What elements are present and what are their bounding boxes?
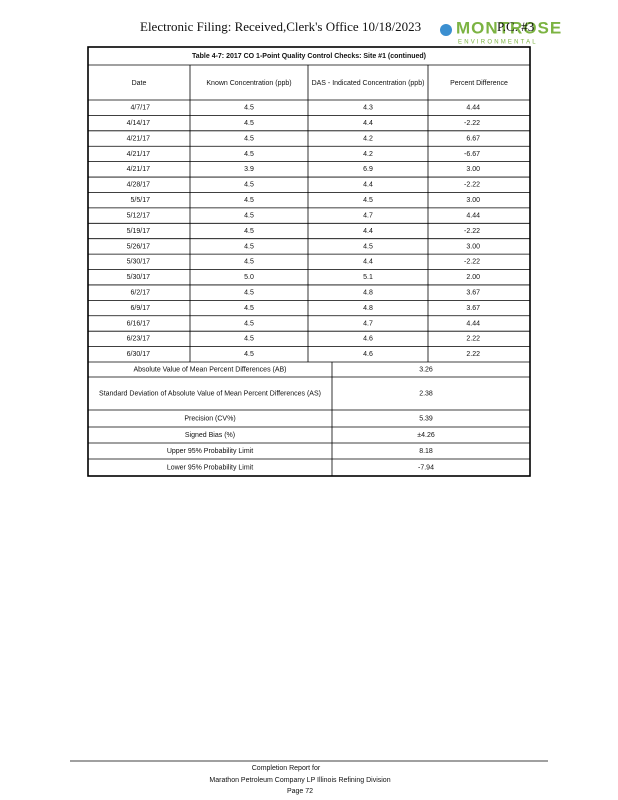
table-cell: -2.22 xyxy=(464,228,480,235)
filing-header: Electronic Filing: Received,Clerk's Offi… xyxy=(140,19,421,34)
summary-value: 8.18 xyxy=(419,448,433,455)
table-cell: 4.5 xyxy=(244,212,254,219)
table-title: Table 4-7: 2017 CO 1-Point Quality Contr… xyxy=(192,53,426,60)
table-cell: 4.5 xyxy=(244,182,254,189)
table-cell: 6.67 xyxy=(466,135,480,142)
summary-label: Precision (CV%) xyxy=(184,415,235,422)
table-cell: 5/30/17 xyxy=(127,274,150,281)
summary-value: 5.39 xyxy=(419,415,433,422)
table-cell: 4.7 xyxy=(363,320,373,327)
table-cell: 4.5 xyxy=(244,351,254,358)
table-cell: 4.5 xyxy=(244,151,254,158)
table-cell: 3.00 xyxy=(466,243,480,250)
table-cell: 6/16/17 xyxy=(127,320,150,327)
table-cell: 4.2 xyxy=(363,151,373,158)
table-cell: 4.6 xyxy=(363,336,373,343)
table-cell: 4.4 xyxy=(363,120,373,127)
table-cell: 6/2/17 xyxy=(131,289,151,296)
table-cell: -2.22 xyxy=(464,120,480,127)
table-cell: 4.6 xyxy=(363,351,373,358)
table-cell: 3.67 xyxy=(466,305,480,312)
table-cell: 4.5 xyxy=(244,120,254,127)
column-header: Known Concentration (ppb) xyxy=(206,80,291,87)
table-cell: 4/21/17 xyxy=(127,166,150,173)
table-cell: -6.67 xyxy=(464,151,480,158)
footer-text: Completion Report for xyxy=(252,765,321,772)
table-cell: 6.9 xyxy=(363,166,373,173)
table-cell: 4.44 xyxy=(466,320,480,327)
summary-label: Standard Deviation of Absolute Value of … xyxy=(99,390,321,397)
table-cell: 4.4 xyxy=(363,182,373,189)
summary-value: ±4.26 xyxy=(417,432,435,439)
table-cell: -2.22 xyxy=(464,182,480,189)
table-cell: 5.1 xyxy=(363,274,373,281)
table-cell: 3.9 xyxy=(244,166,254,173)
table-cell: 4.5 xyxy=(244,320,254,327)
table-cell: 4.5 xyxy=(244,259,254,266)
summary-label: Absolute Value of Mean Percent Differenc… xyxy=(133,366,286,373)
table-cell: 4.7 xyxy=(363,212,373,219)
table-cell: 6/30/17 xyxy=(127,351,150,358)
summary-label: Signed Bias (%) xyxy=(185,432,235,439)
table-cell: 3.00 xyxy=(466,166,480,173)
table-cell: 5/26/17 xyxy=(127,243,150,250)
table-cell: 4/28/17 xyxy=(127,182,150,189)
table-cell: 3.67 xyxy=(466,289,480,296)
pc-label: P.C. #3 xyxy=(497,19,534,34)
logo-name: MONTROSE xyxy=(456,18,562,37)
table-cell: 6/9/17 xyxy=(131,305,151,312)
footer-text: Page 72 xyxy=(287,788,313,795)
table-cell: 4.5 xyxy=(244,243,254,250)
summary-value: 2.38 xyxy=(419,390,433,397)
table-cell: 6/23/17 xyxy=(127,336,150,343)
table-cell: 5.0 xyxy=(244,274,254,281)
table-cell: 4.44 xyxy=(466,105,480,112)
table-cell: 4/7/17 xyxy=(131,105,151,112)
column-header: Date xyxy=(132,80,147,87)
table-cell: 4.5 xyxy=(244,336,254,343)
logo-icon xyxy=(440,24,452,36)
table-cell: 4/21/17 xyxy=(127,151,150,158)
table-cell: 2.00 xyxy=(466,274,480,281)
table-cell: 4.5 xyxy=(363,243,373,250)
table-cell: 5/12/17 xyxy=(127,212,150,219)
table-cell: 2.22 xyxy=(466,336,480,343)
table-cell: 4.5 xyxy=(244,105,254,112)
table-cell: 5/5/17 xyxy=(131,197,151,204)
table-cell: 4.5 xyxy=(363,197,373,204)
table-cell: 3.00 xyxy=(466,197,480,204)
table-cell: 4.5 xyxy=(244,289,254,296)
summary-value: 3.26 xyxy=(419,366,433,373)
table-cell: 4/14/17 xyxy=(127,120,150,127)
summary-label: Lower 95% Probability Limit xyxy=(167,464,253,471)
table-cell: 4.5 xyxy=(244,228,254,235)
table-cell: 2.22 xyxy=(466,351,480,358)
table-cell: 4.5 xyxy=(244,305,254,312)
table-cell: 4.3 xyxy=(363,105,373,112)
table-cell: 4/21/17 xyxy=(127,135,150,142)
summary-value: -7.94 xyxy=(418,464,434,471)
table-cell: 4.4 xyxy=(363,228,373,235)
column-header: Percent Difference xyxy=(450,80,508,87)
table-cell: 4.44 xyxy=(466,212,480,219)
table-cell: 4.2 xyxy=(363,135,373,142)
table-cell: 5/19/17 xyxy=(127,228,150,235)
logo-tagline: ENVIRONMENTAL xyxy=(458,40,538,46)
table-cell: 4.5 xyxy=(244,135,254,142)
table-cell: 4.5 xyxy=(244,197,254,204)
table-cell: 4.8 xyxy=(363,289,373,296)
table-cell: 4.4 xyxy=(363,259,373,266)
table-cell: 4.8 xyxy=(363,305,373,312)
table-border xyxy=(87,46,531,477)
summary-label: Upper 95% Probability Limit xyxy=(167,448,253,455)
table-cell: 5/30/17 xyxy=(127,259,150,266)
footer-text: Marathon Petroleum Company LP Illinois R… xyxy=(209,777,390,784)
column-header: DAS - Indicated Concentration (ppb) xyxy=(312,80,425,87)
table-cell: -2.22 xyxy=(464,259,480,266)
